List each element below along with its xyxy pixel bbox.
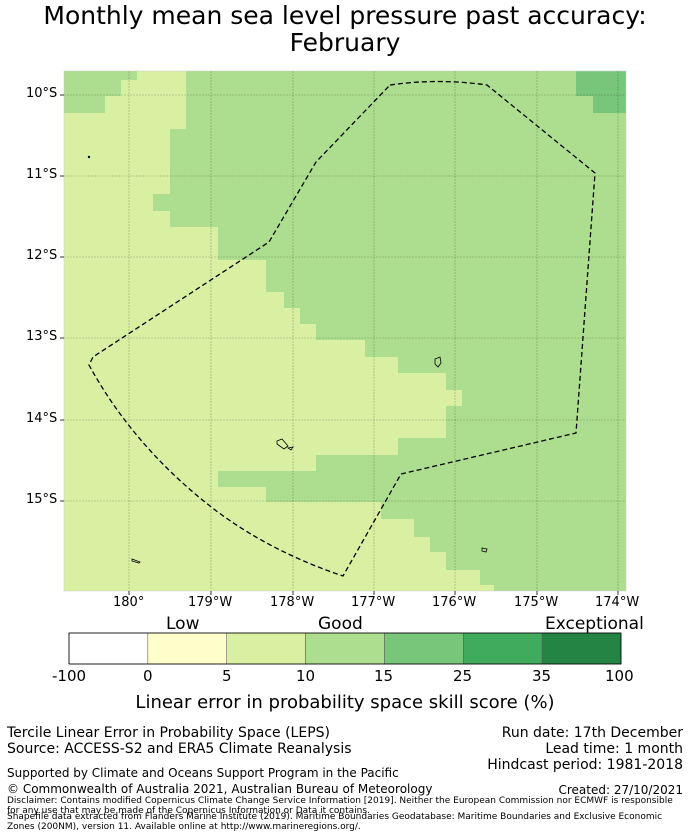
disclaimer-text: Disclaimer: Contains modified Copernicus… — [7, 796, 673, 816]
colorbar-tick: 25 — [453, 667, 473, 685]
skill-map — [60, 70, 627, 595]
island-west — [131, 558, 141, 564]
colorbar-tick: 15 — [374, 667, 394, 685]
colorbar-swatch — [226, 632, 306, 665]
colorbar-tick: -100 — [52, 667, 87, 685]
supported-text: Supported by Climate and Oceans Support … — [7, 766, 399, 780]
lat-label: 12°S — [26, 248, 58, 263]
method-text: Tercile Linear Error in Probability Spac… — [7, 725, 330, 741]
lon-label: 176°W — [432, 595, 477, 610]
colorbar-title: Linear error in probability space skill … — [135, 692, 555, 713]
island-tafahi — [481, 547, 488, 553]
lon-label: 175°W — [514, 595, 559, 610]
colorbar-tick: 10 — [296, 667, 316, 685]
colorbar-swatch — [305, 632, 385, 665]
chart-title: Monthly mean sea level pressure past acc… — [43, 1, 647, 30]
colorbar-tick: 35 — [532, 667, 552, 685]
island-dot — [87, 155, 91, 159]
lon-label: 180° — [113, 595, 145, 610]
copyright-text: © Commonwealth of Australia 2021, Austra… — [7, 782, 433, 796]
colorbar-swatch — [384, 632, 464, 665]
colorbar-tick: 0 — [143, 667, 153, 685]
skill-region-better-nw — [64, 71, 137, 113]
hindcast-text: Hindcast period: 1981-2018 — [487, 757, 683, 773]
lat-label: 15°S — [26, 492, 58, 507]
colorbar-swatch — [541, 632, 622, 665]
lat-label: 10°S — [26, 86, 58, 101]
colorbar-swatch — [147, 632, 227, 665]
colorbar-tick: 5 — [222, 667, 232, 685]
eez-boundary — [88, 80, 596, 577]
skill-field — [64, 71, 626, 591]
lat-label: 13°S — [26, 329, 58, 344]
island-wallis-islet — [286, 446, 294, 451]
chart-subtitle: February — [289, 28, 401, 57]
lead-time-text: Lead time: 1 month — [545, 741, 683, 757]
colorbar-swatch — [463, 632, 543, 665]
lon-label: 177°W — [351, 595, 396, 610]
category-label-low: Low — [166, 614, 200, 634]
map-frame — [63, 70, 627, 592]
run-date-text: Run date: 17th December — [501, 725, 683, 741]
skill-region-best — [576, 71, 626, 113]
island-niuafoou — [434, 356, 442, 368]
category-label-good: Good — [318, 614, 363, 634]
colorbar-frame — [68, 632, 622, 665]
islands — [87, 155, 488, 564]
lon-label: 174°W — [595, 595, 640, 610]
colorbar — [68, 632, 622, 665]
lon-label: 178°W — [270, 595, 315, 610]
created-text: Created: 27/10/2021 — [558, 783, 683, 797]
grid-lines — [64, 71, 626, 591]
lat-label: 14°S — [26, 411, 58, 426]
colorbar-swatch — [68, 632, 149, 665]
lon-label: 179°W — [188, 595, 233, 610]
island-wallis — [276, 438, 289, 450]
category-label-exceptional: Exceptional — [545, 614, 644, 634]
source-text: Source: ACCESS-S2 and ERA5 Climate Reana… — [7, 741, 352, 757]
colorbar-tick: 100 — [605, 667, 634, 685]
skill-region-better — [153, 71, 626, 591]
shapefile-credit-text: Shapefile data extracted from Flanders M… — [7, 812, 663, 832]
lat-label: 11°S — [26, 167, 58, 182]
